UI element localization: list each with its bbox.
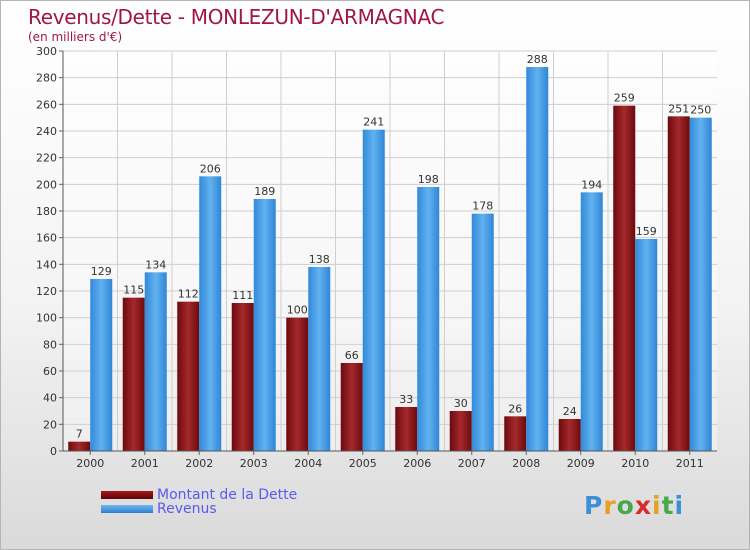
bar-dette <box>449 411 472 451</box>
ytick-label: 20 <box>43 418 57 431</box>
ytick-label: 80 <box>43 338 57 351</box>
labels: 0 20 40 60 80 100 120 140 160 180 200 220 240 260 280 3… <box>36 45 711 470</box>
data-label-dette: 100 <box>287 304 308 317</box>
xtick-label: 2005 <box>349 457 377 470</box>
data-label-revenus: 206 <box>200 162 221 175</box>
ytick-label: 140 <box>36 258 57 271</box>
xtick-label: 2008 <box>512 457 540 470</box>
bar-revenus <box>199 176 222 452</box>
legend-label-dette: Montant de la Dette <box>157 487 298 503</box>
data-label-dette: 112 <box>178 288 199 301</box>
data-label-revenus: 194 <box>581 178 602 191</box>
xtick-label: 2010 <box>621 457 649 470</box>
chart-title: Revenus/Dette - MONLEZUN-D'ARMAGNAC <box>28 5 445 29</box>
xtick-label: 2006 <box>403 457 431 470</box>
data-label-revenus: 129 <box>91 265 112 278</box>
bar-dette <box>667 116 690 451</box>
legend-swatch-dette <box>101 491 153 499</box>
ytick-label: 240 <box>36 125 57 138</box>
bar-dette <box>231 303 254 451</box>
axes <box>59 50 717 455</box>
data-label-revenus: 288 <box>527 53 548 66</box>
data-label-revenus: 134 <box>145 258 166 271</box>
xtick-label: 2003 <box>240 457 268 470</box>
bar-revenus <box>635 239 658 451</box>
bar-revenus <box>417 187 440 451</box>
bar-dette <box>558 419 581 451</box>
ytick-label: 100 <box>36 312 57 325</box>
bar-dette <box>504 416 527 451</box>
xtick-label: 2004 <box>294 457 322 470</box>
ytick-label: 60 <box>43 365 57 378</box>
ytick-label: 180 <box>36 205 57 218</box>
xtick-label: 2007 <box>458 457 486 470</box>
bar-revenus <box>689 117 712 452</box>
ytick-label: 160 <box>36 232 57 245</box>
data-label-revenus: 178 <box>472 200 493 213</box>
data-label-revenus: 241 <box>363 116 384 129</box>
xtick-label: 2011 <box>676 457 704 470</box>
bar-dette <box>395 407 418 451</box>
gridlines <box>63 50 717 451</box>
ytick-label: 120 <box>36 285 57 298</box>
data-label-dette: 66 <box>345 349 359 362</box>
data-label-dette: 7 <box>76 428 83 441</box>
data-label-dette: 26 <box>508 402 522 415</box>
bar-dette <box>177 301 200 451</box>
data-label-dette: 24 <box>563 405 577 418</box>
data-label-dette: 30 <box>454 397 468 410</box>
ytick-label: 220 <box>36 152 57 165</box>
bars <box>68 67 712 452</box>
data-label-dette: 111 <box>232 289 253 302</box>
legend-item-dette: Montant de la Dette <box>101 487 298 503</box>
bar-dette <box>340 363 363 451</box>
data-label-revenus: 198 <box>418 173 439 186</box>
ytick-label: 0 <box>50 445 57 458</box>
legend-item-revenus: Revenus <box>101 501 217 517</box>
data-label-dette: 259 <box>614 92 635 105</box>
bar-dette <box>286 317 309 451</box>
xtick-label: 2002 <box>185 457 213 470</box>
bar-dette <box>68 441 91 451</box>
proxiti-logo: Proxiti <box>584 491 685 520</box>
ytick-label: 300 <box>36 45 57 58</box>
bar-revenus <box>308 267 331 451</box>
bar-revenus <box>144 272 167 451</box>
data-label-dette: 33 <box>399 393 413 406</box>
bar-revenus <box>471 213 494 451</box>
chart-subtitle: (en milliers d'€) <box>28 30 123 44</box>
bar-revenus <box>362 129 385 451</box>
data-label-revenus: 138 <box>309 253 330 266</box>
ytick-label: 200 <box>36 178 57 191</box>
data-label-dette: 115 <box>123 284 144 297</box>
ytick-label: 280 <box>36 72 57 85</box>
data-label-revenus: 250 <box>690 104 711 117</box>
ytick-label: 260 <box>36 98 57 111</box>
xtick-label: 2001 <box>131 457 159 470</box>
bar-revenus <box>526 67 549 451</box>
ytick-label: 40 <box>43 392 57 405</box>
legend-swatch-revenus <box>101 505 153 513</box>
data-label-revenus: 189 <box>254 185 275 198</box>
bar-revenus <box>253 199 276 451</box>
bar-dette <box>613 105 636 452</box>
bar-revenus <box>90 279 113 451</box>
bar-dette <box>122 297 145 451</box>
data-label-dette: 251 <box>668 102 689 115</box>
data-label-revenus: 159 <box>636 225 657 238</box>
legend-label-revenus: Revenus <box>157 501 217 517</box>
xtick-label: 2000 <box>76 457 104 470</box>
bar-revenus <box>580 192 603 452</box>
xtick-label: 2009 <box>567 457 595 470</box>
